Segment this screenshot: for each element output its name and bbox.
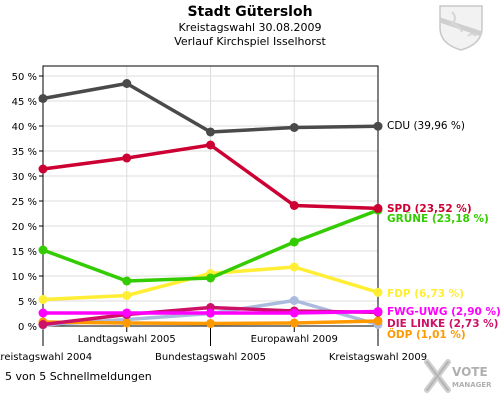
y-tick-label: 45 % — [12, 97, 37, 108]
y-tick-label: 20 % — [12, 222, 37, 233]
data-point-GRÜNE — [206, 273, 215, 283]
data-point-CDU — [206, 127, 215, 137]
data-point-FWG-UWG — [122, 308, 132, 318]
data-point-ÖDP — [122, 318, 132, 328]
data-point-Sonstige — [289, 296, 299, 305]
x-tick-label: Landtagswahl 2005 — [78, 334, 176, 345]
data-point-SPD — [206, 140, 215, 150]
data-point-CDU — [289, 123, 299, 132]
data-point-GRÜNE — [289, 237, 299, 247]
data-point-SPD — [289, 201, 299, 210]
data-point-SPD — [38, 164, 48, 174]
y-tick-label: 30 % — [12, 172, 37, 183]
data-point-FWG-UWG — [289, 308, 299, 318]
x-tick-label: Bundestagswahl 2005 — [155, 352, 266, 363]
data-point-SPD — [373, 203, 383, 213]
series-label-FWG-UWG: FWG-UWG (2,90 %) — [387, 306, 500, 318]
y-tick-label: 0 % — [18, 322, 37, 333]
chart-title: Stadt Gütersloh — [187, 4, 313, 20]
coat-of-arms-icon — [439, 5, 483, 51]
logo-text-vote: VOTE — [452, 365, 488, 379]
series-label-DIE LINKE: DIE LINKE (2,73 %) — [387, 318, 498, 330]
status-note: 5 von 5 Schnellmeldungen — [5, 370, 152, 383]
data-point-FWG-UWG — [38, 308, 48, 318]
chart-subtitle: Kreistagswahl 30.08.2009 — [178, 21, 322, 34]
y-tick-label: 25 % — [12, 197, 37, 208]
data-point-CDU — [373, 121, 383, 131]
data-point-ÖDP — [289, 318, 299, 328]
data-point-FWG-UWG — [206, 308, 215, 318]
data-point-FDP — [122, 291, 132, 300]
chart-subtitle-2: Verlauf Kirchspiel Isselhorst — [174, 35, 326, 48]
data-point-FDP — [289, 262, 299, 272]
y-tick-label: 50 % — [12, 72, 37, 83]
data-point-FDP — [38, 295, 48, 304]
data-point-ÖDP — [206, 319, 215, 328]
votemanager-logo: VOTE MANAGER — [424, 359, 492, 393]
series-label-SPD: SPD (23,52 %) — [387, 203, 472, 215]
series-label-ÖDP: ÖDP (1,01 %) — [387, 327, 466, 341]
data-point-CDU — [122, 79, 132, 88]
data-point-ÖDP — [373, 316, 383, 326]
data-point-GRÜNE — [38, 245, 48, 255]
series-label-CDU: CDU (39,96 %) — [387, 120, 465, 132]
data-point-GRÜNE — [122, 276, 132, 286]
y-tick-label: 5 % — [18, 297, 37, 308]
y-tick-label: 35 % — [12, 147, 37, 158]
y-tick-label: 10 % — [12, 272, 37, 283]
data-point-DIE LINKE — [38, 320, 48, 329]
data-point-SPD — [122, 153, 132, 163]
data-point-FWG-UWG — [373, 307, 383, 316]
x-tick-label: Kreistagswahl 2009 — [329, 352, 427, 363]
x-tick-label: Kreistagswahl 2004 — [0, 352, 92, 363]
y-tick-label: 15 % — [12, 247, 37, 258]
series-label-FDP: FDP (6,73 %) — [387, 288, 464, 300]
series-label-GRÜNE: GRÜNE (23,18 %) — [387, 211, 489, 225]
data-point-FDP — [373, 287, 383, 297]
chart-header: Stadt Gütersloh Kreistagswahl 30.08.2009… — [0, 4, 500, 49]
logo-text-manager: MANAGER — [452, 381, 492, 389]
y-tick-label: 40 % — [12, 122, 37, 133]
data-point-CDU — [38, 94, 48, 103]
x-tick-label: Europawahl 2009 — [251, 334, 338, 345]
